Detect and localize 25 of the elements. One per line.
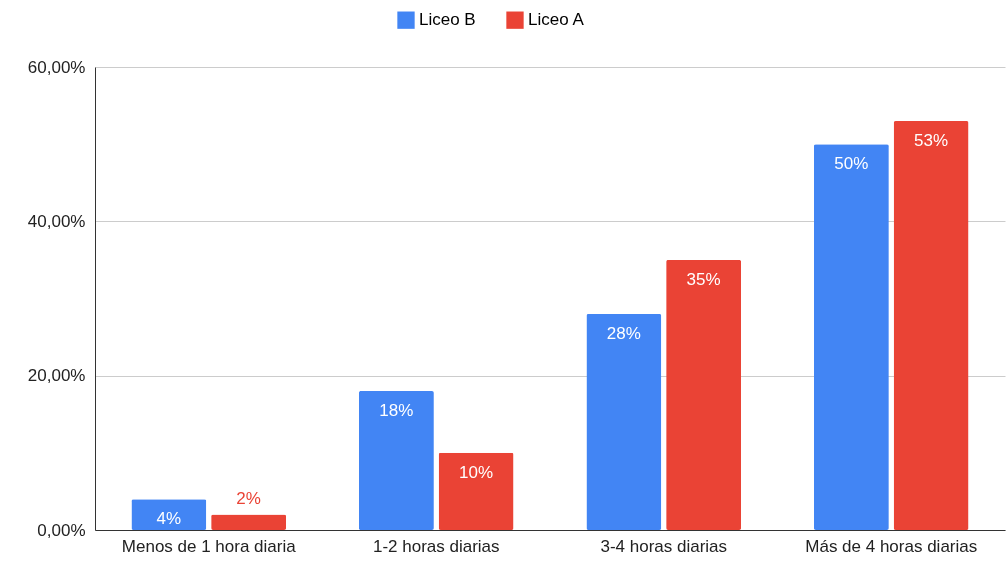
data-label: 18% [379,401,414,421]
legend-label: Liceo A [528,10,585,30]
bar [813,144,889,530]
x-tick-label: Menos de 1 hora diaria [121,536,297,556]
data-label: 10% [459,462,494,482]
bar [438,452,514,530]
data-label: 53% [914,131,949,151]
y-tick-label: 0,00% [37,520,86,540]
data-label: 2% [236,488,261,508]
data-label: 35% [686,269,721,289]
data-label: 4% [156,509,182,529]
x-tick-label: 3-4 horas diarias [600,536,728,556]
x-tick-label: 1-2 horas diarias [372,536,500,556]
bar [211,514,287,530]
data-label: 28% [606,323,641,343]
x-tick-label: Más de 4 horas diarias [805,536,978,556]
y-tick-label: 40,00% [27,211,86,231]
y-tick-label: 20,00% [27,366,86,386]
bar [586,313,662,530]
bar [666,259,742,530]
y-tick-label: 60,00% [27,57,86,77]
bar [358,391,434,530]
legend-label: Liceo B [419,10,476,30]
bar [893,121,969,530]
data-label: 50% [834,154,869,174]
